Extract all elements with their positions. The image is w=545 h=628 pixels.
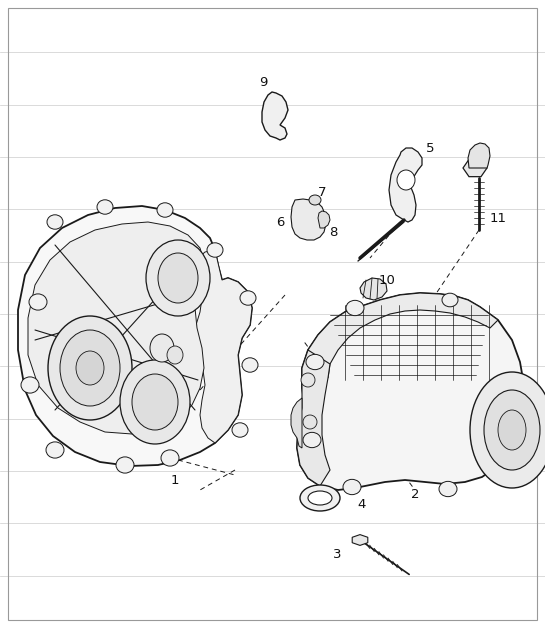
Ellipse shape (29, 294, 47, 310)
Ellipse shape (470, 372, 545, 488)
Ellipse shape (301, 373, 315, 387)
Ellipse shape (158, 253, 198, 303)
Ellipse shape (21, 377, 39, 393)
Ellipse shape (300, 485, 340, 511)
Polygon shape (389, 148, 422, 222)
Polygon shape (291, 398, 302, 448)
Text: 9: 9 (259, 75, 267, 89)
Ellipse shape (306, 354, 324, 370)
Ellipse shape (46, 442, 64, 458)
Text: 7: 7 (318, 187, 326, 200)
Text: 6: 6 (276, 215, 284, 229)
Ellipse shape (232, 423, 248, 437)
Ellipse shape (157, 203, 173, 217)
Ellipse shape (397, 170, 415, 190)
Text: 4: 4 (358, 499, 366, 511)
Ellipse shape (167, 346, 183, 364)
Polygon shape (291, 199, 326, 240)
Ellipse shape (303, 432, 321, 448)
Ellipse shape (242, 358, 258, 372)
Ellipse shape (60, 330, 120, 406)
Ellipse shape (309, 195, 321, 205)
Polygon shape (468, 143, 490, 168)
Polygon shape (308, 293, 498, 378)
Ellipse shape (346, 300, 364, 316)
Ellipse shape (343, 479, 361, 495)
Polygon shape (360, 278, 387, 300)
Ellipse shape (47, 215, 63, 229)
Ellipse shape (150, 334, 174, 362)
Text: 10: 10 (379, 274, 396, 286)
Polygon shape (297, 350, 330, 486)
Ellipse shape (116, 457, 134, 473)
Polygon shape (352, 534, 368, 545)
Ellipse shape (442, 293, 458, 307)
Ellipse shape (498, 410, 526, 450)
Text: 5: 5 (426, 141, 434, 154)
Text: 11: 11 (489, 212, 506, 224)
Ellipse shape (439, 481, 457, 497)
Ellipse shape (48, 316, 132, 420)
Text: 8: 8 (329, 225, 337, 239)
Ellipse shape (120, 360, 190, 444)
Polygon shape (194, 250, 252, 443)
Ellipse shape (484, 390, 540, 470)
Ellipse shape (207, 243, 223, 257)
Ellipse shape (240, 291, 256, 305)
Polygon shape (262, 92, 288, 140)
Ellipse shape (161, 450, 179, 466)
Text: 2: 2 (411, 489, 419, 502)
Text: 1: 1 (171, 474, 179, 487)
Polygon shape (18, 206, 252, 466)
Polygon shape (463, 160, 487, 176)
Ellipse shape (132, 374, 178, 430)
Ellipse shape (303, 415, 317, 429)
Polygon shape (318, 211, 330, 228)
Ellipse shape (97, 200, 113, 214)
Ellipse shape (76, 351, 104, 385)
Ellipse shape (146, 240, 210, 316)
Ellipse shape (308, 491, 332, 505)
Text: 3: 3 (333, 548, 341, 561)
Polygon shape (297, 293, 524, 490)
Polygon shape (28, 222, 205, 434)
